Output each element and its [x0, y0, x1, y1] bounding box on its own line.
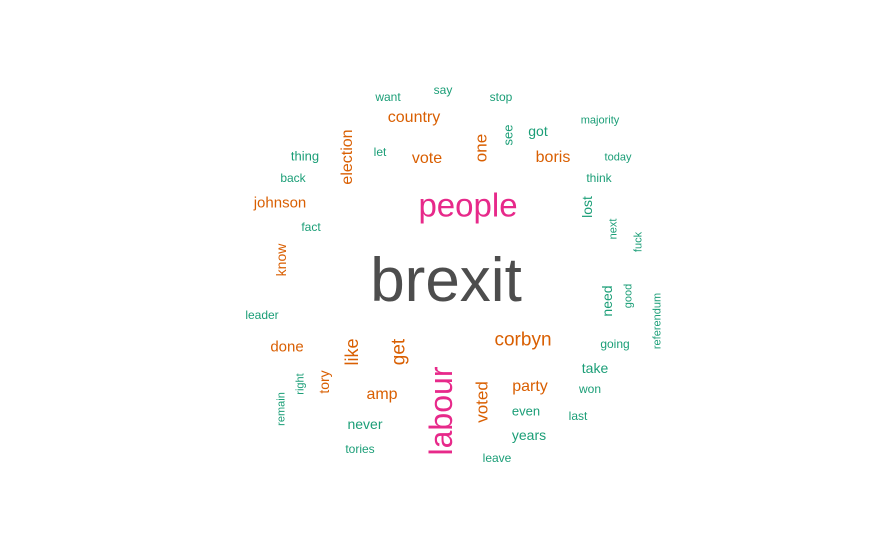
cloud-word-want: want [375, 90, 401, 104]
cloud-word-tory: tory [316, 370, 332, 394]
cloud-word-majority: majority [580, 114, 620, 127]
cloud-word-need: need [599, 285, 615, 317]
cloud-word-won: won [578, 382, 602, 396]
cloud-word-referendum: referendum [651, 292, 664, 350]
cloud-word-party: party [512, 378, 548, 395]
cloud-word-leader: leader [245, 308, 279, 322]
cloud-word-even: even [511, 403, 541, 419]
cloud-word-get: get [388, 338, 410, 366]
cloud-word-country: country [387, 109, 441, 126]
cloud-word-know: know [273, 243, 289, 277]
cloud-word-like: like [342, 338, 362, 366]
cloud-word-last: last [568, 409, 588, 423]
cloud-word-amp: amp [366, 386, 398, 403]
cloud-word-take: take [581, 360, 609, 376]
cloud-word-corbyn: corbyn [494, 329, 552, 351]
cloud-word-people: people [418, 186, 518, 224]
cloud-word-right: right [294, 373, 307, 395]
cloud-word-labour: labour [423, 366, 459, 456]
cloud-word-see: see [500, 124, 516, 146]
cloud-word-leave: leave [482, 451, 512, 465]
cloud-word-going: going [600, 337, 630, 351]
cloud-word-johnson: johnson [253, 194, 307, 212]
cloud-word-remain: remain [275, 392, 288, 426]
cloud-word-never: never [347, 416, 383, 432]
cloud-word-good: good [622, 283, 635, 309]
cloud-word-let: let [373, 145, 387, 159]
cloud-word-think: think [586, 171, 612, 185]
cloud-word-brexit: brexit [370, 246, 522, 315]
cloud-word-fact: fact [301, 220, 321, 234]
cloud-word-stop: stop [489, 90, 513, 104]
cloud-word-done: done [270, 338, 304, 356]
cloud-word-vote: vote [411, 150, 443, 167]
cloud-word-boris: boris [535, 149, 571, 166]
cloud-word-one: one [471, 133, 491, 163]
cloud-word-say: say [433, 83, 453, 97]
cloud-word-voted: voted [472, 381, 492, 423]
cloud-word-next: next [607, 218, 620, 240]
cloud-word-election: election [339, 129, 356, 185]
cloud-word-lost: lost [579, 196, 595, 218]
cloud-word-fuck: fuck [632, 231, 645, 253]
cloud-word-back: back [280, 171, 306, 185]
cloud-word-got: got [528, 123, 548, 139]
cloud-word-thing: thing [290, 148, 320, 164]
cloud-word-tories: tories [345, 442, 375, 456]
cloud-word-today: today [604, 151, 632, 164]
cloud-word-years: years [511, 427, 547, 443]
